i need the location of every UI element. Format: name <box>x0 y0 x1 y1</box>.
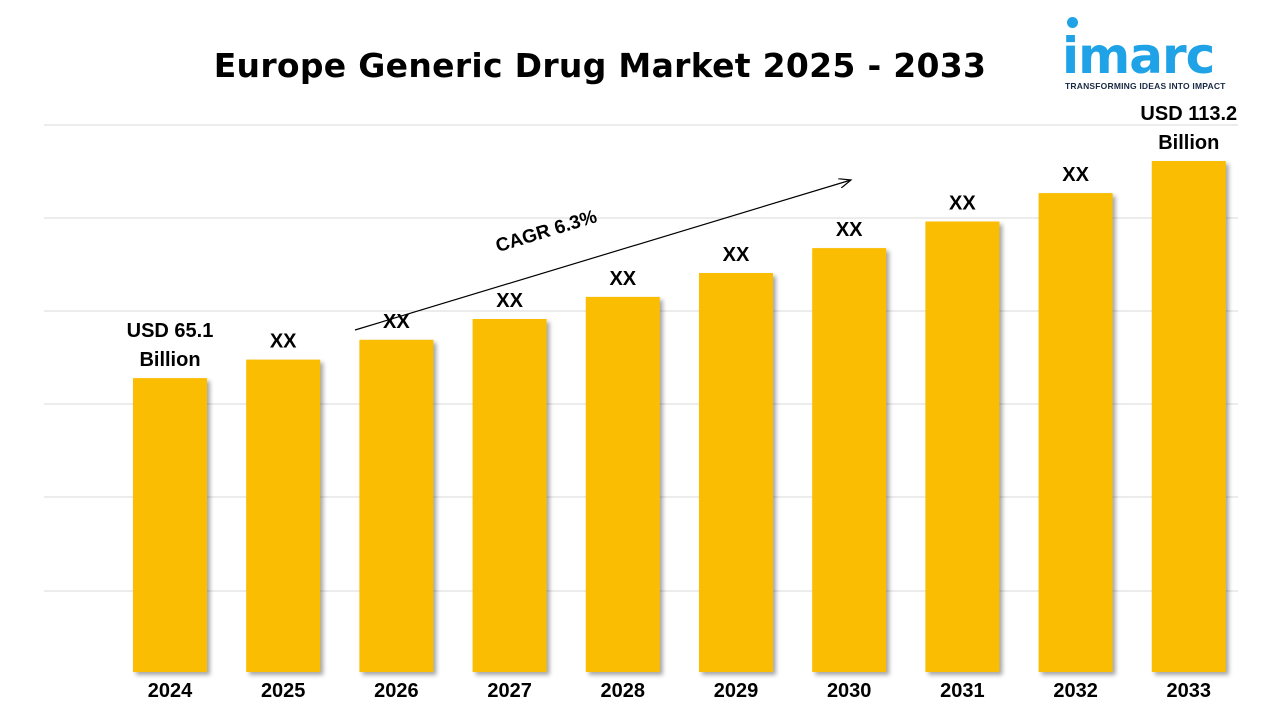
cagr-arrow <box>354 180 851 331</box>
data-label-2032: XX <box>1062 164 1089 186</box>
chart-title: Europe Generic Drug Market 2025 - 2033 <box>213 46 987 85</box>
x-tick-2033: 2033 <box>1167 680 1212 702</box>
x-tick-2027: 2027 <box>487 680 532 702</box>
bar-2033 <box>1151 161 1226 672</box>
x-tick-2031: 2031 <box>940 680 985 702</box>
x-tick-2029: 2029 <box>714 680 759 702</box>
bar-2032 <box>1038 193 1113 672</box>
bar-2031 <box>925 221 1000 672</box>
bar-2027 <box>472 319 547 672</box>
imarc-logo: imarc TRANSFORMING IDEAS INTO IMPACT <box>1062 12 1248 92</box>
logo-tagline: TRANSFORMING IDEAS INTO IMPACT <box>1065 81 1226 91</box>
x-tick-2024: 2024 <box>148 680 193 702</box>
data-label-2028: XX <box>609 268 636 290</box>
data-label-2030: XX <box>836 219 863 241</box>
data-label-2025: XX <box>270 331 297 353</box>
bar-2024 <box>133 378 207 672</box>
data-label-2024-line-0: USD 65.1 <box>127 320 214 342</box>
bar-2028 <box>585 296 660 672</box>
data-label-2033-line-1: Billion <box>1158 132 1219 154</box>
x-tick-2025: 2025 <box>261 680 306 702</box>
bar-2025 <box>246 359 321 672</box>
data-label-2026: XX <box>383 311 410 333</box>
data-label-2033-line-0: USD 113.2 <box>1140 103 1237 125</box>
data-label-2031: XX <box>949 193 976 215</box>
data-label-2024-line-1: Billion <box>139 349 200 371</box>
data-label-2029: XX <box>723 244 750 266</box>
bar-2026 <box>359 339 434 672</box>
logo-dot-icon <box>1067 17 1078 28</box>
bar-2029 <box>699 273 773 672</box>
x-tick-2026: 2026 <box>374 680 419 702</box>
bar-2030 <box>812 248 887 672</box>
x-tick-2032: 2032 <box>1053 680 1098 702</box>
logo-wordmark: imarc <box>1062 27 1215 85</box>
cagr-annotation: CAGR 6.3% <box>493 206 599 257</box>
x-tick-2030: 2030 <box>827 680 872 702</box>
x-tick-2028: 2028 <box>601 680 646 702</box>
data-label-2027: XX <box>496 290 523 312</box>
